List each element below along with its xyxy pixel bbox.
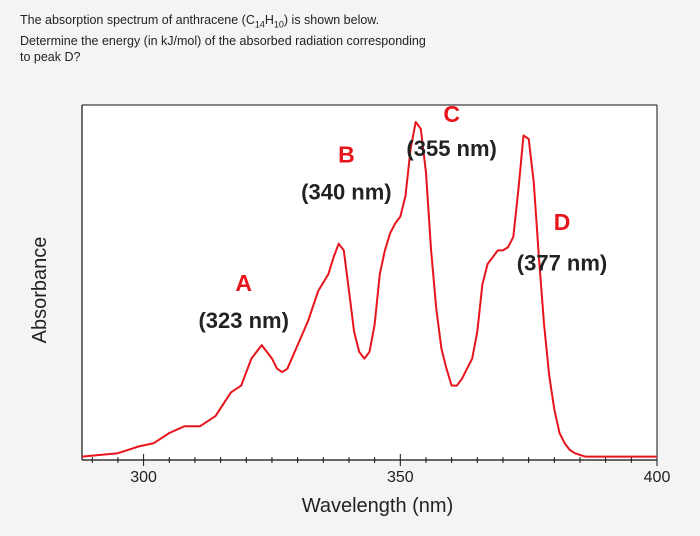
x-tick-label: 300 — [130, 469, 157, 486]
question-text: The absorption spectrum of anthracene (C… — [20, 12, 440, 65]
x-axis-label: Wavelength (nm) — [302, 495, 454, 517]
question-line-2: Determine the energy (in kJ/mol) of the … — [20, 33, 426, 48]
plot-area — [82, 105, 657, 460]
peak-wavelength-label: (355 nm) — [406, 136, 496, 161]
x-ticks: 300 350 400 — [91, 454, 671, 486]
formula-subscript-carbon: 14 — [254, 19, 265, 30]
peak-annotations: A (323 nm) B (340 nm) C (355 nm) D (377 nm) — [198, 101, 607, 333]
y-axis-label: Absorbance — [29, 237, 51, 344]
x-tick-label: 400 — [644, 469, 671, 486]
peak-annotation: D (377 nm) — [517, 209, 607, 276]
peak-wavelength-label: (323 nm) — [198, 308, 288, 333]
question-line-1-start: The absorption spectrum of anthracene (C — [20, 13, 255, 27]
axes — [81, 104, 658, 461]
spectrum-line — [81, 121, 657, 458]
question-line-3: to peak D? — [20, 49, 81, 64]
peak-letter: C — [443, 101, 460, 127]
peak-letter: B — [338, 142, 355, 168]
question-line-1-end: ) is shown below. — [283, 13, 380, 27]
peak-annotation: C (355 nm) — [406, 101, 496, 161]
peak-annotation: B (340 nm) — [301, 142, 391, 205]
x-tick-label: 350 — [387, 469, 414, 486]
question-line-1: The absorption spectrum of anthracene (C… — [20, 12, 440, 33]
formula-subscript-hydrogen: 10 — [273, 19, 284, 30]
peak-annotation: A (323 nm) — [198, 270, 288, 333]
peak-letter: A — [235, 270, 252, 296]
peak-wavelength-label: (377 nm) — [517, 251, 607, 276]
peak-letter: D — [554, 209, 571, 235]
formula-hydrogen: H — [264, 13, 274, 27]
peak-wavelength-label: (340 nm) — [301, 180, 391, 205]
